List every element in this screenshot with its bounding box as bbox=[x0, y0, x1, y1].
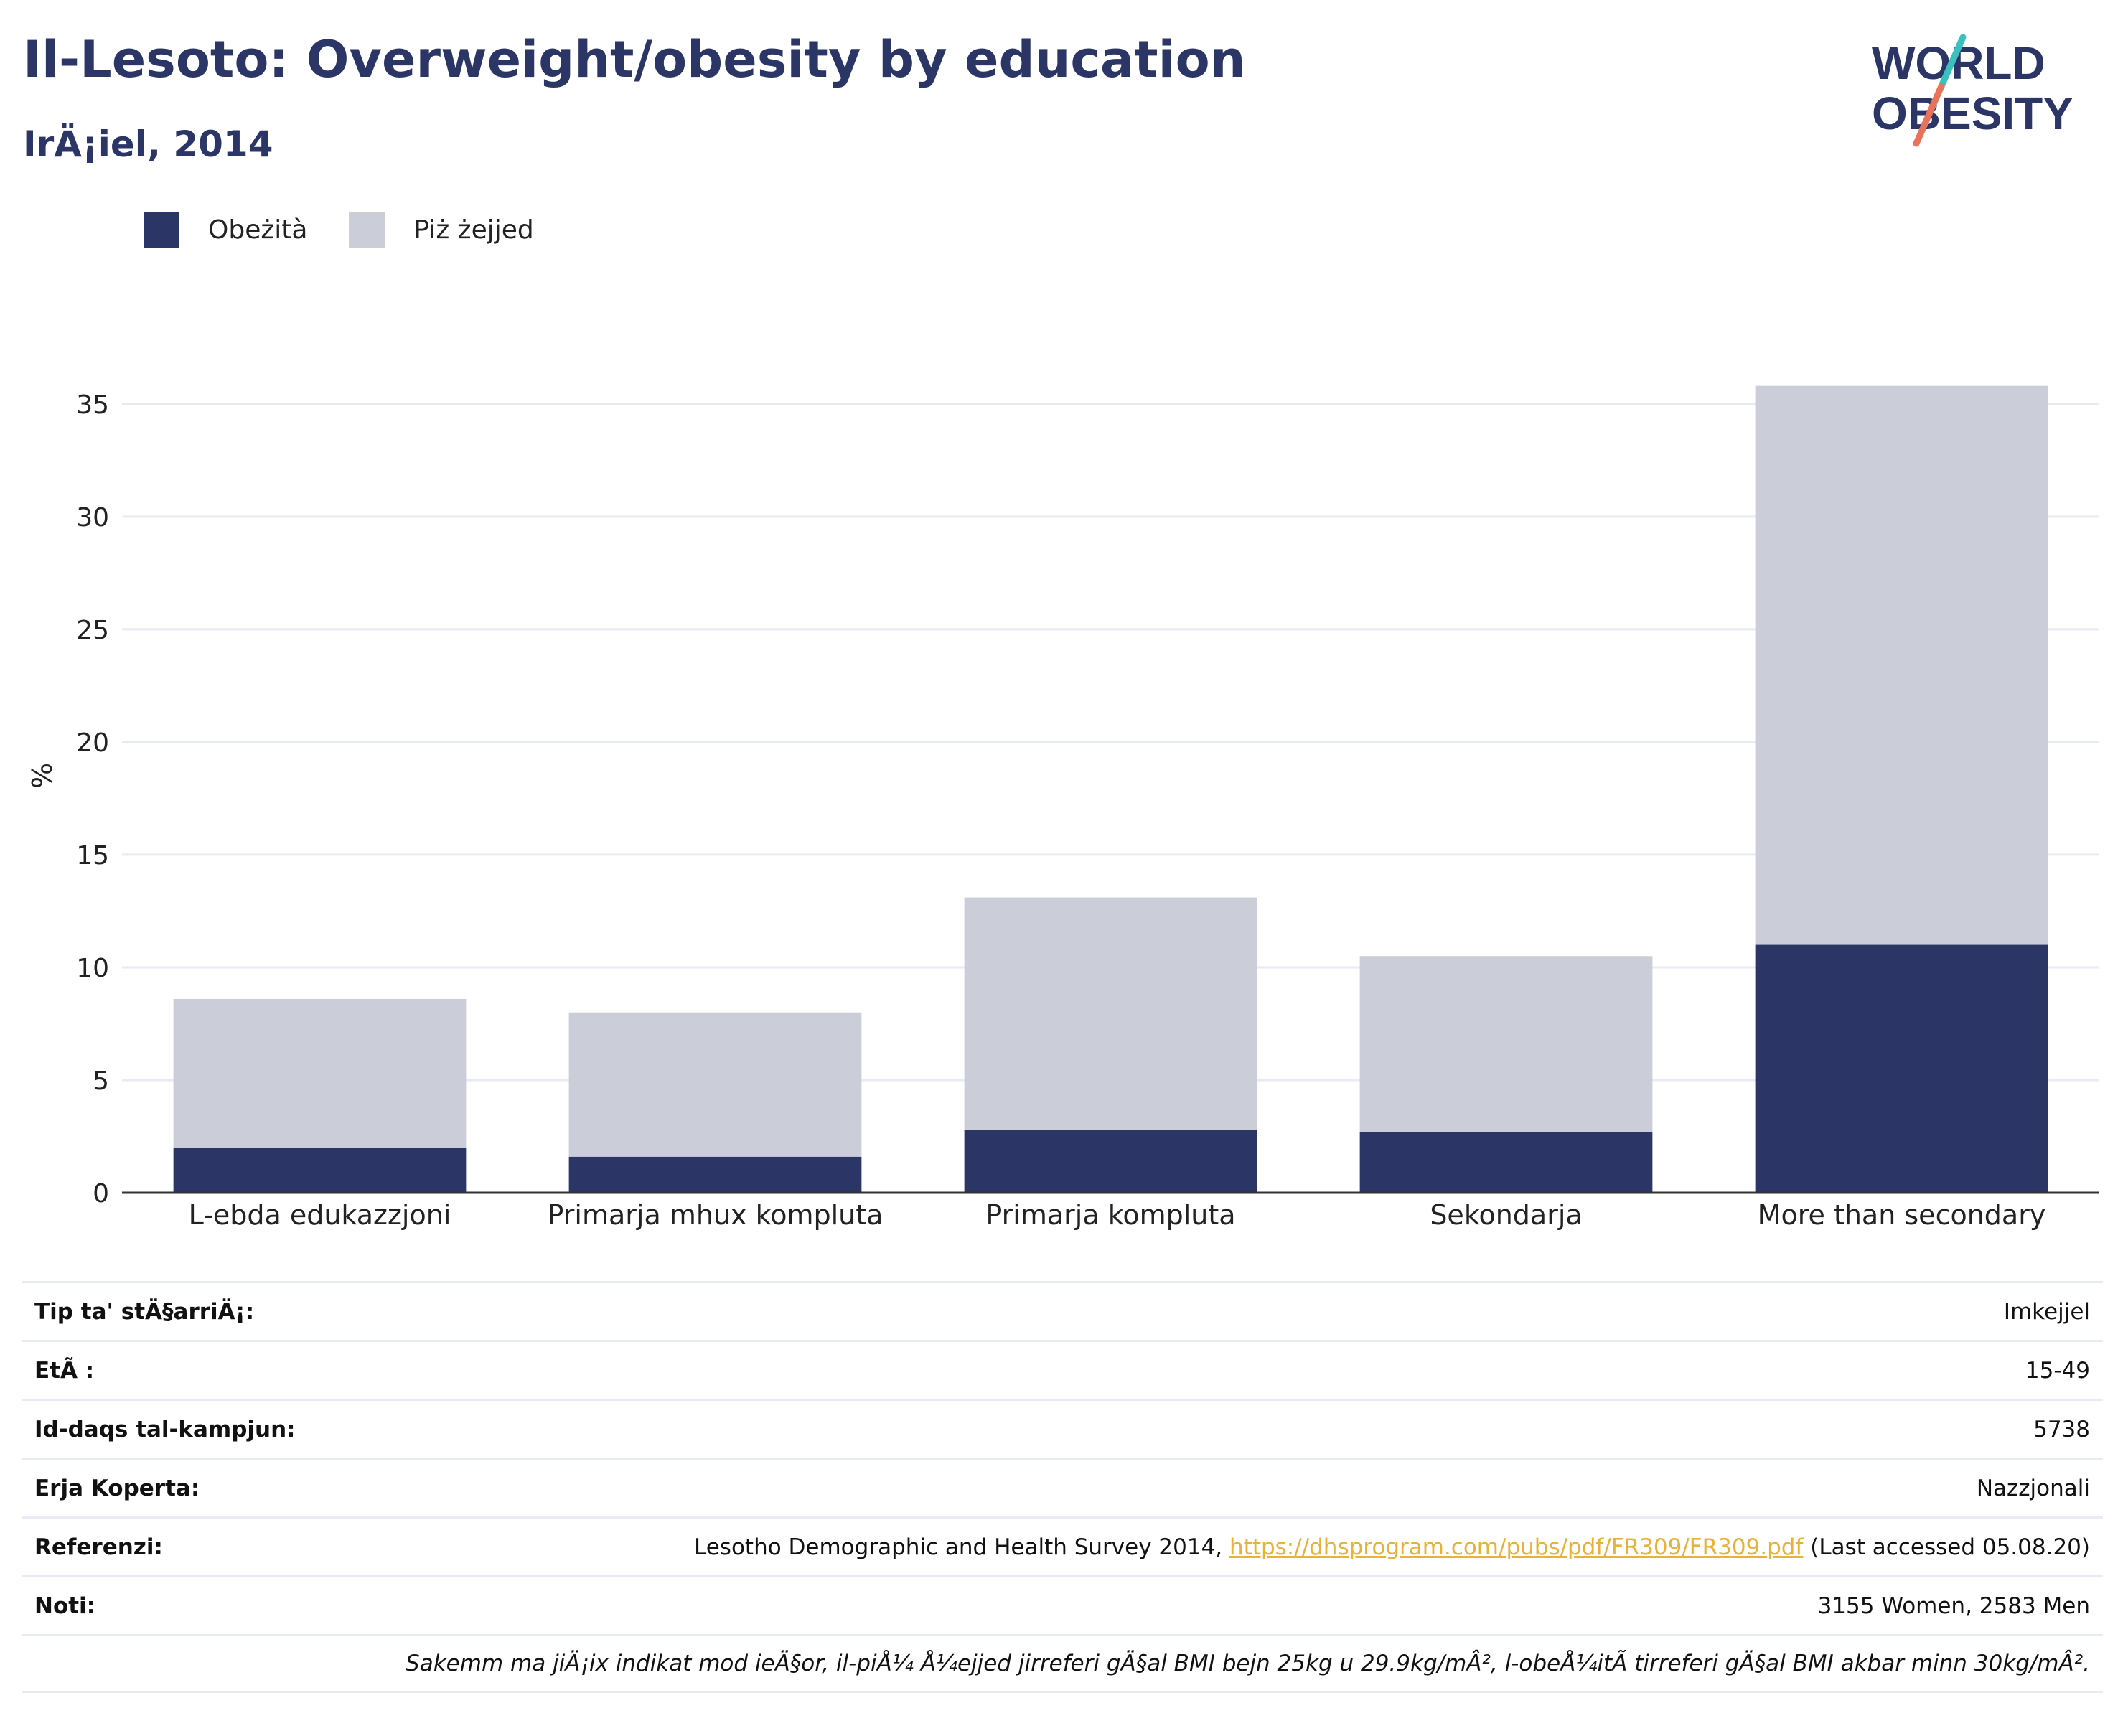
x-tick-label: L-ebda edukazzjoni bbox=[189, 1199, 451, 1231]
legend-item-obesity[interactable]: Obeżità bbox=[144, 212, 307, 248]
reference-text: Lesotho Demographic and Health Survey 20… bbox=[694, 1534, 1230, 1560]
info-value: 5738 bbox=[2033, 1416, 2090, 1442]
y-tick-label: 20 bbox=[76, 728, 109, 758]
info-row-reference: Referenzi: Lesotho Demographic and Healt… bbox=[22, 1516, 2103, 1575]
y-axis-label: % bbox=[27, 763, 58, 789]
legend-swatch-overweight bbox=[349, 212, 385, 248]
x-tick-label: Sekondarja bbox=[1430, 1199, 1582, 1231]
info-table: Tip ta' stÄ§arriÄ¡: Imkejjel EtÃ : 15-49… bbox=[22, 1281, 2103, 1693]
y-tick-label: 30 bbox=[76, 503, 109, 532]
info-label: EtÃ : bbox=[34, 1357, 95, 1384]
logo-slash-teal bbox=[1938, 34, 1967, 90]
y-tick-label: 10 bbox=[76, 954, 109, 983]
world-obesity-logo: WORLD OBESITY bbox=[1872, 34, 2073, 147]
x-tick-label: Primarja kompluta bbox=[985, 1199, 1235, 1231]
info-row-notes: Noti: 3155 Women, 2583 Men bbox=[22, 1575, 2103, 1634]
legend-label-overweight: Piż żejjed bbox=[413, 215, 534, 245]
y-tick-label: 5 bbox=[93, 1066, 109, 1096]
bar-obesity bbox=[173, 1148, 467, 1193]
bar-overweight bbox=[1755, 385, 2048, 945]
info-label: Erja Koperta: bbox=[34, 1475, 200, 1501]
bar-obesity bbox=[964, 1130, 1257, 1193]
legend-label-obesity: Obeżità bbox=[208, 215, 308, 245]
bar-obesity bbox=[1359, 1132, 1653, 1193]
info-label: Noti: bbox=[34, 1592, 96, 1619]
bar-chart: 0 5 10 15 20 25 30 35% L-ebda edukazzjoni Primarj… bbox=[27, 385, 2099, 1231]
info-row-sample-size: Id-daqs tal-kampjun: 5738 bbox=[22, 1399, 2103, 1458]
reference-value: Lesotho Demographic and Health Survey 20… bbox=[694, 1534, 2090, 1560]
legend-swatch-obesity bbox=[144, 212, 179, 248]
y-tick-label: 35 bbox=[76, 390, 109, 420]
reference-accessed: (Last accessed 05.08.20) bbox=[1803, 1534, 2090, 1560]
y-tick-label: 15 bbox=[76, 841, 109, 871]
footnote-text: Sakemm ma jiÄ¡ix indikat mod ieÄ§or, il-… bbox=[406, 1651, 2090, 1676]
bar-overweight bbox=[964, 897, 1257, 1130]
info-label: Id-daqs tal-kampjun: bbox=[34, 1416, 296, 1442]
info-value: Imkejjel bbox=[2003, 1298, 2090, 1325]
bar-obesity bbox=[568, 1156, 862, 1193]
bar-overweight bbox=[568, 1012, 862, 1157]
info-label: Tip ta' stÄ§arriÄ¡: bbox=[34, 1298, 255, 1325]
bar-overweight bbox=[173, 998, 467, 1148]
y-tick-label: 25 bbox=[76, 616, 109, 645]
chart-subtitle: IrÄ¡iel, 2014 bbox=[23, 123, 273, 165]
chart-legend: Obeżità Piż żejjed bbox=[144, 212, 576, 248]
reference-link[interactable]: https://dhsprogram.com/pubs/pdf/FR309/FR… bbox=[1229, 1534, 1804, 1560]
info-value: 3155 Women, 2583 Men bbox=[1817, 1592, 2090, 1619]
x-tick-label: More than secondary bbox=[1758, 1199, 2046, 1231]
x-tick-label: Primarja mhux kompluta bbox=[548, 1199, 884, 1231]
info-value: Nazzjonali bbox=[1976, 1475, 2090, 1501]
bar-overweight bbox=[1359, 956, 1653, 1132]
info-row-footnote: Sakemm ma jiÄ¡ix indikat mod ieÄ§or, il-… bbox=[22, 1634, 2103, 1693]
logo-word-obesity: OBESITY bbox=[1872, 88, 2073, 139]
info-row-age: EtÃ : 15-49 bbox=[22, 1340, 2103, 1399]
info-row-survey-type: Tip ta' stÄ§arriÄ¡: Imkejjel bbox=[22, 1281, 2103, 1340]
logo-slash-coral bbox=[1913, 83, 1945, 147]
chart-title: Il-Lesoto: Overweight/obesity by educati… bbox=[23, 30, 1246, 89]
info-label: Referenzi: bbox=[34, 1534, 163, 1560]
y-tick-label: 0 bbox=[93, 1179, 109, 1209]
bar-obesity bbox=[1755, 944, 2048, 1193]
info-row-area-covered: Erja Koperta: Nazzjonali bbox=[22, 1458, 2103, 1516]
info-value: 15-49 bbox=[2025, 1357, 2090, 1384]
legend-item-overweight[interactable]: Piż żejjed bbox=[349, 212, 534, 248]
